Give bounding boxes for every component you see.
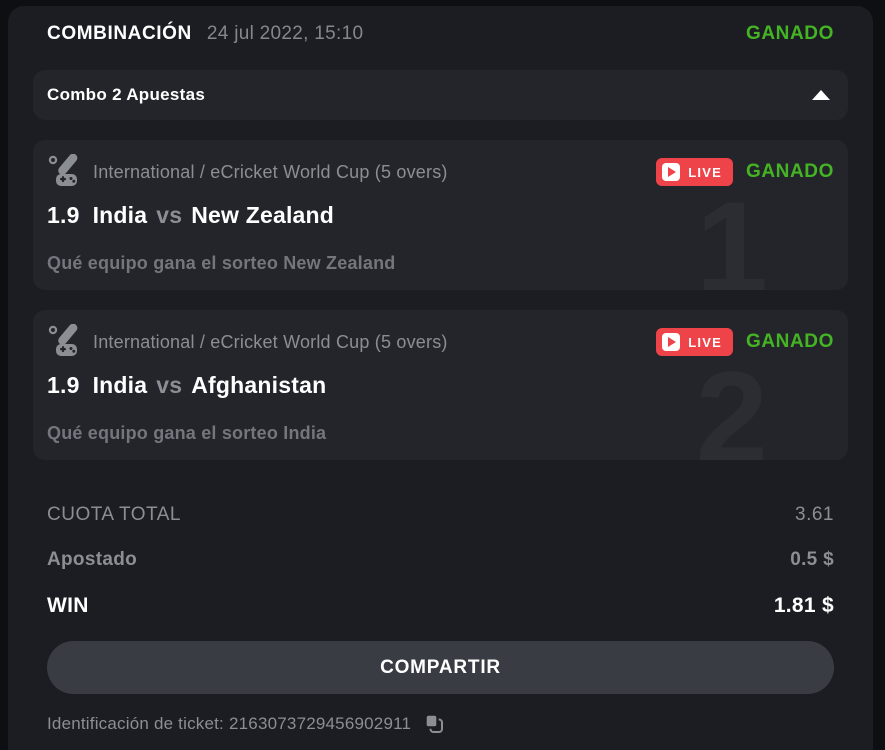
ticket-id-value: 2163073729456902911: [228, 714, 412, 733]
bet-market-label: Qué equipo gana el sorteo New Zealand: [47, 253, 396, 273]
ticket-id-label: Identificación de ticket:: [47, 714, 224, 733]
bet-index-watermark: 1: [695, 174, 768, 290]
chevron-up-icon[interactable]: [812, 90, 830, 100]
stake-label: Apostado: [47, 549, 138, 570]
total-odds-row: CUOTA TOTAL 3.61: [47, 504, 834, 526]
ticket-header: COMBINACIÓN 24 jul 2022, 15:10 GANADO: [33, 6, 848, 70]
home-team: India: [92, 372, 148, 398]
copy-ticket-id-button[interactable]: [422, 712, 446, 736]
bet-odds: 1.9: [47, 372, 80, 398]
win-row: WIN 1.81 $: [47, 594, 834, 618]
combo-label: Combo 2 Apuestas: [47, 85, 206, 104]
league-label: International / eCricket World Cup (5 ov…: [93, 161, 448, 182]
combo-summary-bar[interactable]: Combo 2 Apuestas: [33, 70, 848, 120]
copy-icon: [424, 713, 444, 733]
stake-value: 0.5 $: [790, 549, 834, 570]
play-icon: [662, 333, 681, 351]
bet-status-badge: GANADO: [745, 161, 834, 182]
bet-odds: 1.9: [47, 202, 80, 228]
vs-separator: vs: [156, 202, 183, 228]
play-icon: [662, 163, 681, 181]
bet-leg-2: International / eCricket World Cup (5 ov…: [33, 310, 848, 460]
share-button[interactable]: COMPARTIR: [47, 641, 834, 694]
live-label: LIVE: [688, 334, 722, 350]
bet-leg-2-top: International / eCricket World Cup (5 ov…: [47, 324, 834, 360]
bet-leg-2-status-cluster: LIVE GANADO: [656, 328, 834, 356]
totals-section: CUOTA TOTAL 3.61 Apostado 0.5 $ WIN 1.81…: [33, 480, 848, 618]
league-label: International / eCricket World Cup (5 ov…: [93, 331, 448, 352]
away-team: New Zealand: [191, 202, 335, 228]
bet-market-label: Qué equipo gana el sorteo India: [47, 423, 327, 443]
bet-teams-line: 1.9 India vs New Zealand: [47, 202, 834, 229]
bet-status-badge: GANADO: [745, 331, 834, 352]
bet-leg-1: International / eCricket World Cup (5 ov…: [33, 140, 848, 290]
ticket-id-row: Identificación de ticket: 21630737294569…: [47, 712, 834, 736]
bet-leg-1-status-cluster: LIVE GANADO: [656, 158, 834, 186]
win-value: 1.81 $: [773, 594, 834, 617]
vs-separator: vs: [156, 372, 183, 398]
home-team: India: [92, 202, 148, 228]
total-odds-label: CUOTA TOTAL: [47, 504, 181, 525]
bet-ticket-card: COMBINACIÓN 24 jul 2022, 15:10 GANADO Co…: [8, 6, 873, 750]
live-badge: LIVE: [656, 158, 733, 186]
bet-index-watermark: 2: [695, 344, 768, 460]
away-team: Afghanistan: [191, 372, 327, 398]
ecricket-bat-gamepad-icon: [48, 324, 78, 356]
ticket-status-badge: GANADO: [745, 23, 834, 44]
bet-teams-line: 1.9 India vs Afghanistan: [47, 372, 834, 399]
total-odds-value: 3.61: [795, 504, 834, 525]
ticket-datetime: 24 jul 2022, 15:10: [206, 23, 364, 44]
ticket-type-title: COMBINACIÓN: [47, 23, 192, 44]
live-label: LIVE: [688, 164, 722, 180]
live-badge: LIVE: [656, 328, 733, 356]
bet-leg-1-top: International / eCricket World Cup (5 ov…: [47, 154, 834, 190]
stake-row: Apostado 0.5 $: [47, 549, 834, 571]
ecricket-bat-gamepad-icon: [48, 154, 78, 186]
win-label: WIN: [47, 594, 89, 617]
